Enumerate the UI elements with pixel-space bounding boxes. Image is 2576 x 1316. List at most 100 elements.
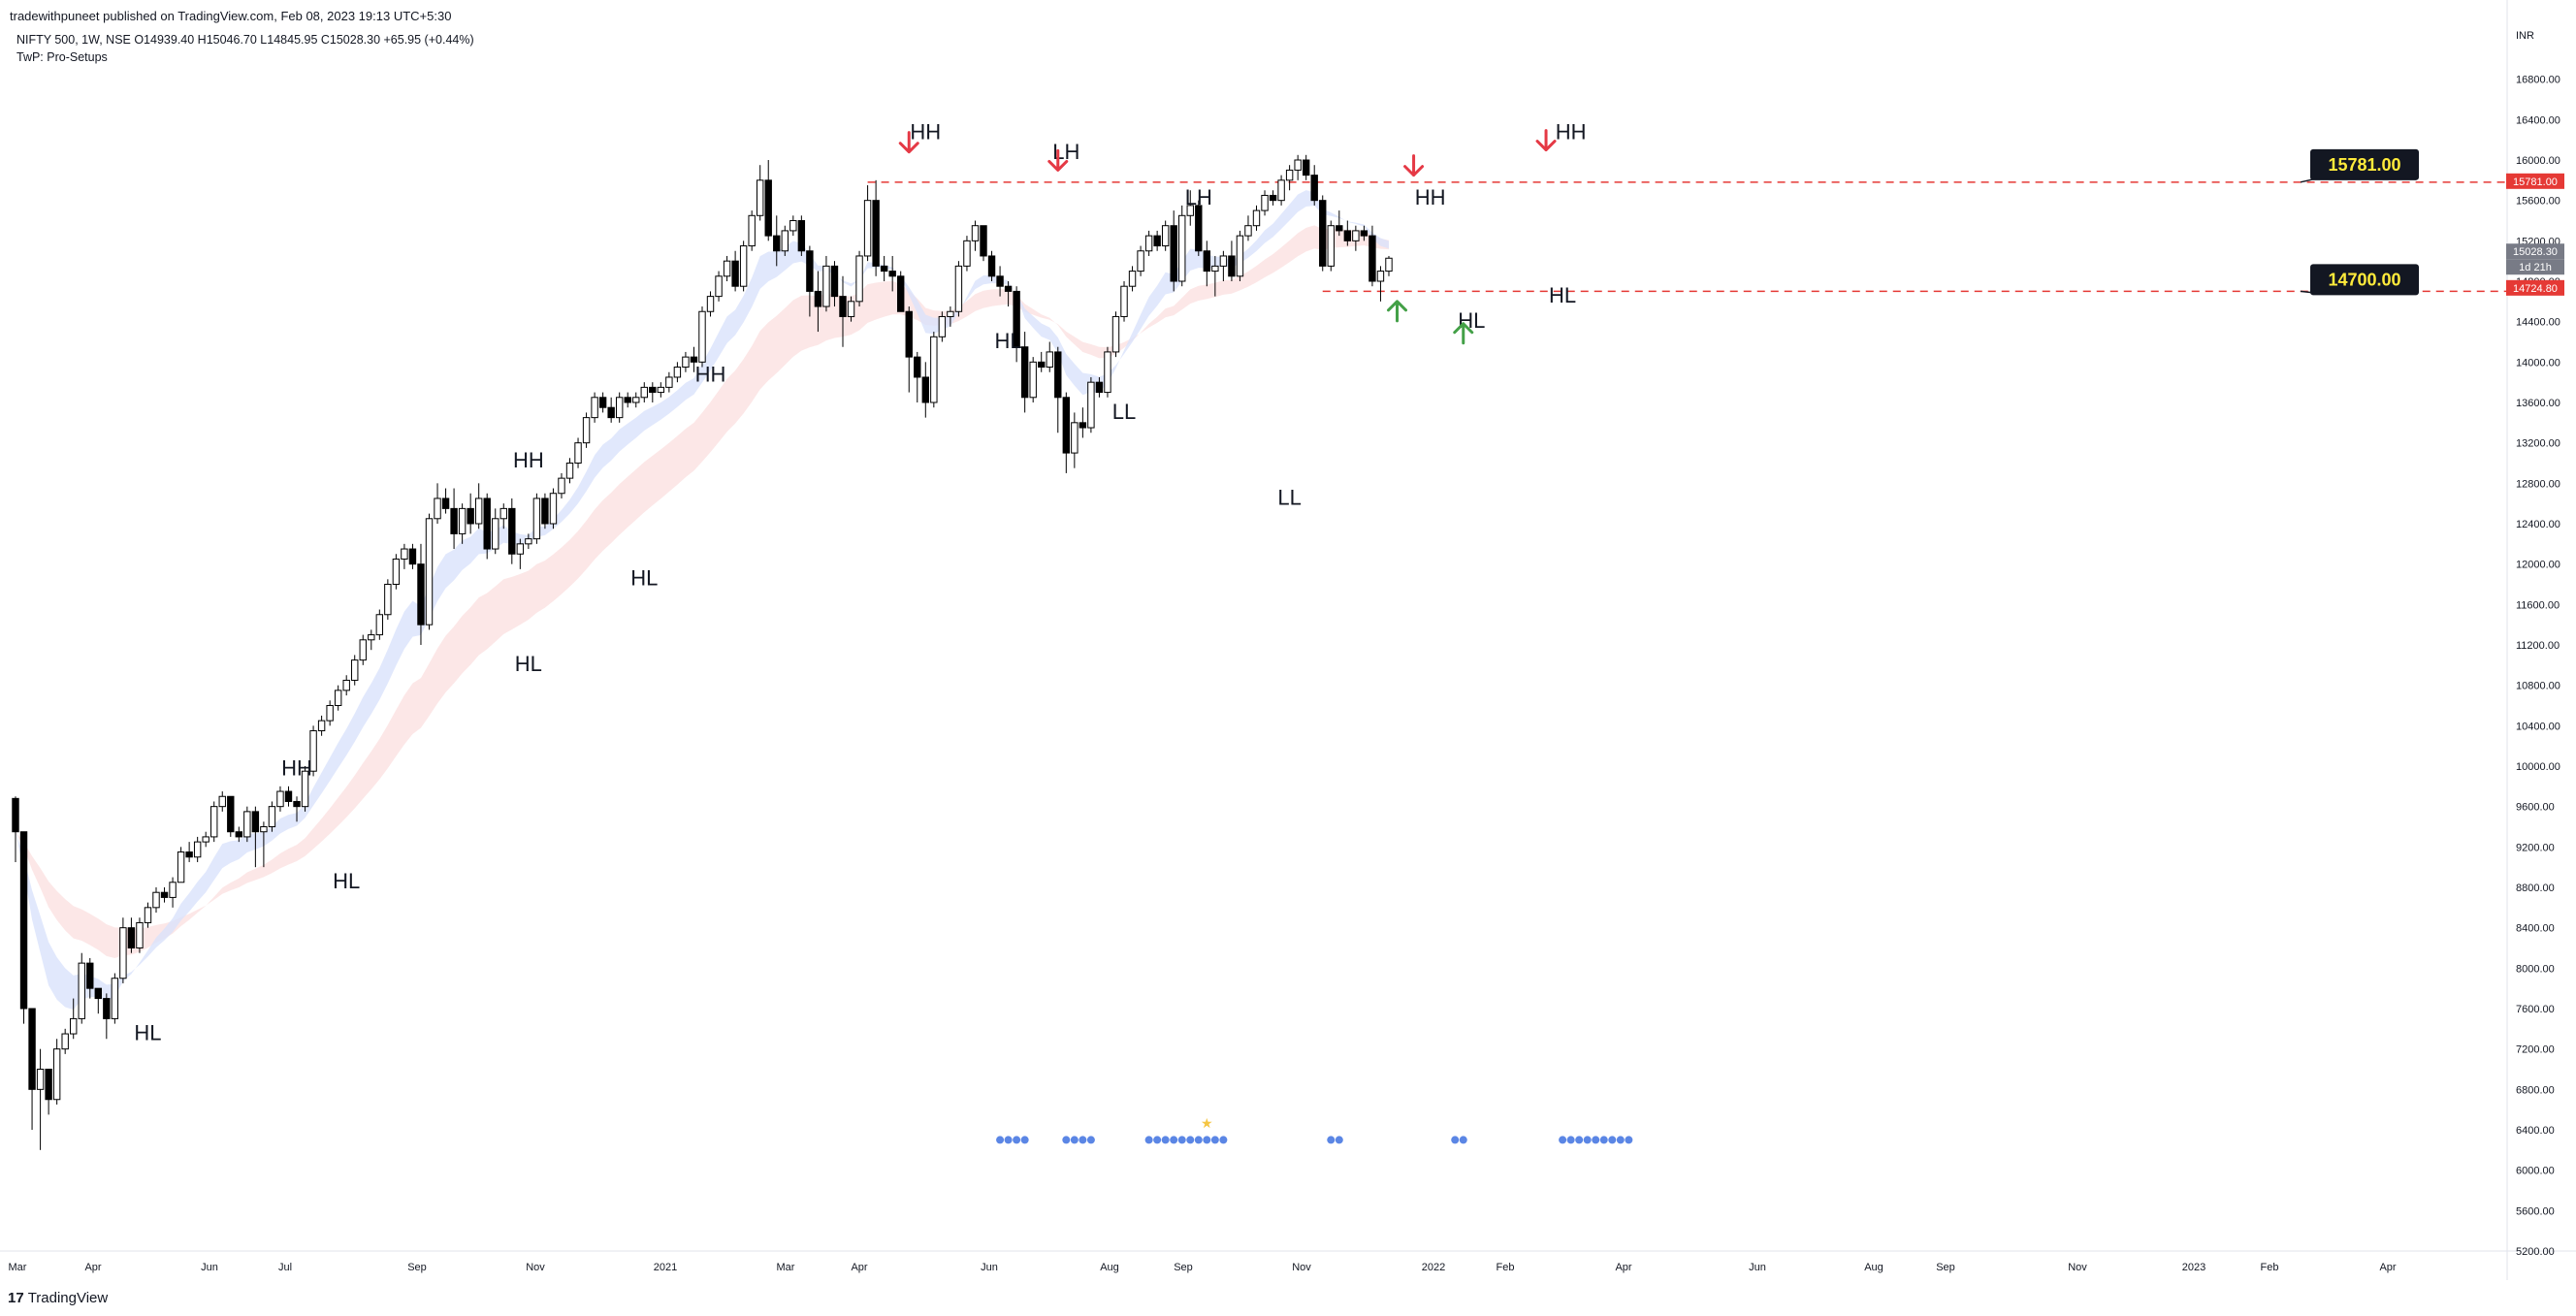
candle-body [45, 1069, 52, 1101]
y-tick-label: 10000.00 [2516, 761, 2560, 773]
candle-body [1004, 285, 1013, 292]
candle-body [1211, 265, 1219, 273]
candle-body [1128, 271, 1137, 287]
candle-body [1219, 255, 1228, 267]
level-callout-box [2310, 148, 2419, 180]
candle-body [169, 882, 177, 898]
candle-body [309, 730, 317, 772]
candle-body [111, 978, 119, 1019]
candle-body [1071, 422, 1079, 454]
candle-body [235, 831, 243, 838]
candle-body [1178, 214, 1186, 282]
candle-body [574, 442, 582, 464]
y-tick-label: 12400.00 [2516, 519, 2560, 530]
signal-dot [1177, 1136, 1186, 1144]
y-tick-label: 5200.00 [2516, 1246, 2555, 1258]
candle-body [441, 498, 450, 509]
symbol-ohlc-line: NIFTY 500, 1W, NSE O14939.40 H15046.70 L… [16, 33, 474, 47]
y-tick-label: 11200.00 [2516, 640, 2560, 652]
signal-dot [1608, 1136, 1617, 1144]
candle-body [1104, 351, 1111, 394]
candle-body [640, 386, 648, 399]
candle-body [565, 463, 574, 479]
candle-body [359, 639, 367, 661]
candle-body [789, 220, 797, 232]
level-callout-label: 15781.00 [2328, 155, 2400, 175]
indicator-name[interactable]: TwP: Pro-Setups [16, 50, 108, 64]
candle-body [582, 417, 591, 444]
candle-body [558, 477, 565, 495]
candle-body [698, 310, 706, 363]
signal-dot [1327, 1136, 1336, 1144]
candle-body [905, 310, 913, 358]
candle-body [1153, 235, 1161, 247]
candle-body [268, 806, 276, 828]
signal-dot [1144, 1136, 1153, 1144]
candle-body [1269, 194, 1277, 202]
candle-body [1343, 230, 1352, 241]
candle-body [483, 498, 491, 550]
candle-body [1029, 361, 1037, 399]
structure-label-hl: HL [134, 1020, 161, 1044]
candle-body [781, 230, 789, 252]
structure-label-hh: HH [281, 756, 312, 781]
candle-body [1244, 225, 1252, 237]
candle-body [549, 493, 558, 525]
candle-body [1277, 179, 1285, 202]
x-tick-label: Apr [84, 1262, 101, 1273]
signal-dot [1079, 1136, 1087, 1144]
support-price-badge [2506, 279, 2564, 296]
signal-dot [1070, 1136, 1079, 1144]
structure-label-hl: HL [333, 869, 360, 893]
candle-body [706, 296, 715, 312]
signal-dot [1004, 1136, 1013, 1144]
y-tick-label: 8800.00 [2516, 883, 2555, 894]
x-tick-label: Jul [278, 1262, 292, 1273]
y-tick-label: 8400.00 [2516, 923, 2555, 935]
tradingview-logo-icon: 17 [8, 1290, 24, 1306]
slow-ma-band [16, 225, 1389, 958]
candle-body [980, 225, 987, 257]
candle-body [690, 356, 698, 363]
signal-dot [1599, 1136, 1608, 1144]
candle-body [210, 806, 218, 838]
signal-dot [1194, 1136, 1203, 1144]
y-tick-label: 10400.00 [2516, 721, 2560, 732]
x-tick-label: Jun [1749, 1262, 1766, 1273]
candle-body [474, 498, 483, 525]
candle-body [508, 507, 516, 555]
candle-body [591, 397, 598, 419]
candle-body [830, 265, 839, 298]
footer-brand[interactable]: 17 TradingView [8, 1290, 108, 1306]
candle-body [301, 770, 309, 808]
candle-body [1046, 351, 1053, 369]
candle-body [417, 563, 425, 626]
x-tick-label: Nov [2068, 1262, 2087, 1273]
currency-label: INR [2516, 30, 2534, 42]
candle-body [1261, 194, 1269, 211]
candle-body [342, 679, 350, 691]
candle-body [598, 397, 607, 408]
candle-body [1368, 235, 1376, 282]
publisher-line: tradewithpuneet published on TradingView… [10, 9, 452, 23]
price-chart[interactable]: HLHHHLHHHLHHHLHHHLLHLLLHLLHHHLHHHL★15781… [0, 0, 2576, 1280]
y-tick-label: 6400.00 [2516, 1125, 2555, 1137]
candle-body [806, 250, 814, 292]
signal-dot [1616, 1136, 1625, 1144]
signal-dot [1086, 1136, 1095, 1144]
candle-body [847, 301, 855, 317]
candle-body [748, 214, 756, 247]
candle-body [1013, 290, 1020, 348]
candle-body [12, 797, 19, 833]
footer-brand-label: TradingView [27, 1290, 109, 1306]
candle-body [401, 548, 408, 560]
structure-label-hh: HH [513, 448, 544, 472]
x-tick-label: Sep [1174, 1262, 1193, 1273]
candle-body [260, 826, 268, 833]
candle-body [284, 790, 293, 802]
y-tick-label: 9200.00 [2516, 842, 2555, 853]
signal-dot [1013, 1136, 1021, 1144]
structure-label-hh: HH [910, 119, 941, 144]
candle-body [814, 290, 822, 307]
structure-label-lh: LH [1185, 185, 1212, 209]
